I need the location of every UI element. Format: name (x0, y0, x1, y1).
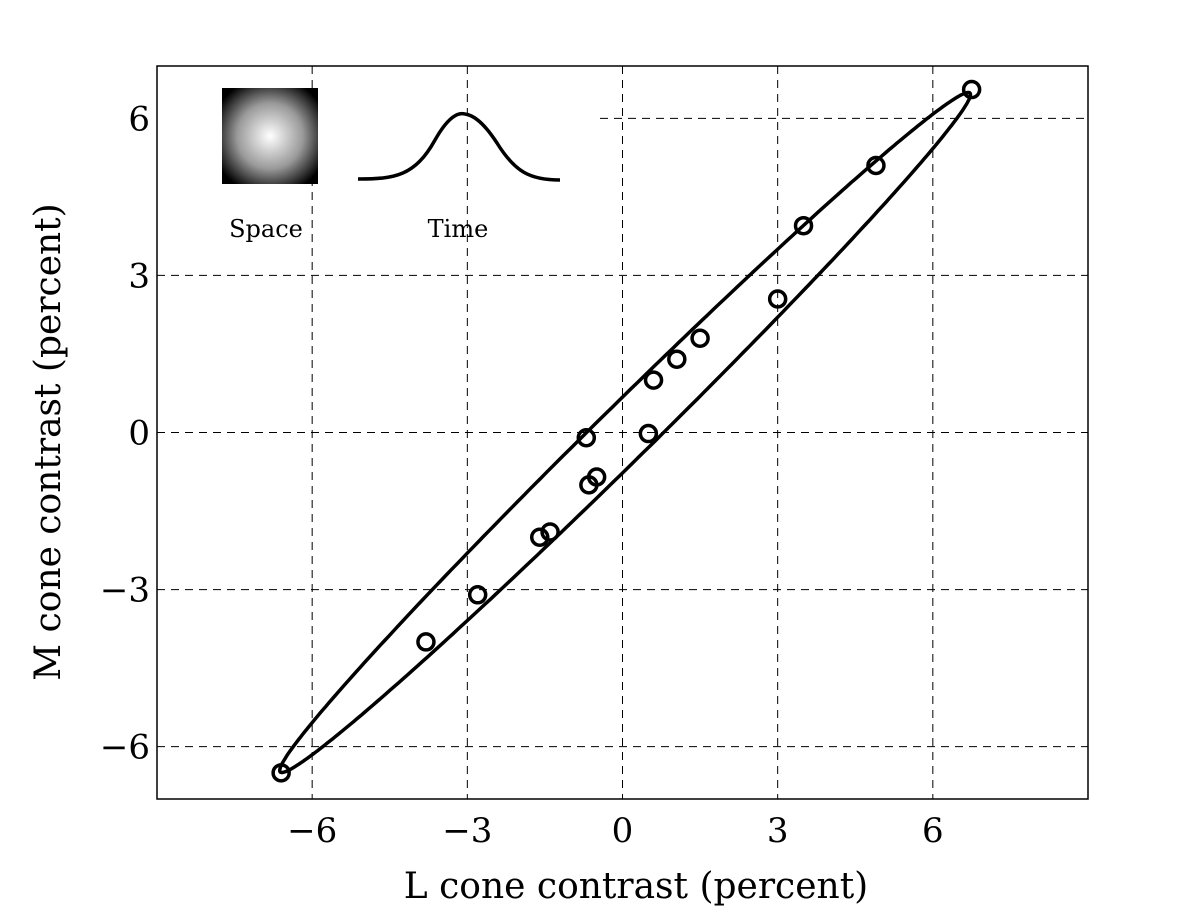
data-point (467, 585, 488, 605)
time-label: Time (428, 215, 489, 243)
space-gaussian-image (222, 88, 318, 184)
plot-frame (156, 65, 1089, 800)
data-point (271, 763, 291, 783)
data-point (767, 289, 788, 309)
grid (157, 66, 1088, 799)
x-tick-label: −3 (442, 811, 492, 851)
x-tick-label: 0 (612, 811, 634, 851)
x-tick-label: 6 (922, 811, 944, 851)
x-tick-label: 3 (767, 811, 789, 851)
data-point (540, 522, 560, 542)
time-gaussian-curve (357, 111, 561, 182)
data-point (667, 349, 687, 369)
x-axis-label: L cone contrast (percent) (404, 866, 868, 907)
data-point (529, 527, 550, 547)
x-tick-label: −6 (287, 811, 337, 851)
fit-ellipse (277, 90, 973, 775)
y-axis-label: M cone contrast (percent) (28, 203, 69, 680)
data-points (271, 79, 982, 783)
inset: Space Time (222, 88, 561, 243)
data-point (586, 467, 607, 487)
y-tick-label: 0 (128, 414, 150, 454)
y-tick-label: 3 (128, 256, 150, 296)
data-point (643, 370, 664, 390)
data-point (866, 155, 886, 176)
data-point (793, 215, 814, 236)
data-point (961, 79, 982, 100)
y-tick-label: −6 (100, 728, 150, 768)
data-point (638, 423, 659, 444)
y-tick-label: 6 (128, 99, 150, 139)
space-label: Space (229, 215, 303, 243)
data-point (690, 328, 710, 349)
data-point (416, 632, 436, 652)
y-tick-labels: −6 −3 0 3 6 (100, 99, 150, 767)
data-point (576, 427, 597, 448)
x-tick-labels: −6 −3 0 3 6 (287, 811, 944, 851)
y-tick-label: −3 (100, 571, 150, 611)
